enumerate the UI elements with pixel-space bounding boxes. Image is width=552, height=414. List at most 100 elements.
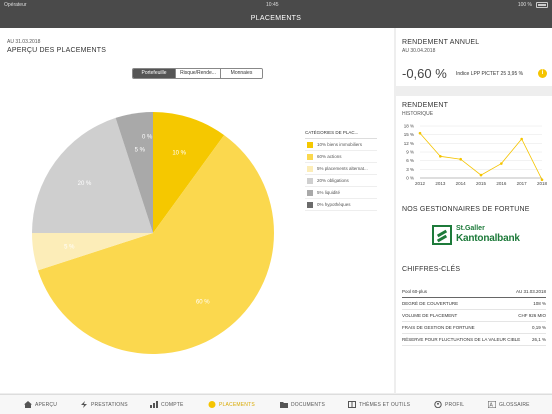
- side-panel: RENDEMENT ANNUEL AU 30.04.2018 -0,60 % I…: [396, 28, 552, 393]
- legend-label: 20% obligations: [317, 178, 349, 183]
- pie-slice-label: 5 %: [135, 147, 146, 153]
- pie-slice[interactable]: [115, 112, 153, 233]
- legend-item: 0% hypothèques: [305, 199, 377, 211]
- kf-value: AU 31.03.2018: [515, 289, 546, 294]
- table-row: FRAIS DE GESTION DE FORTUNE 0,19 %: [402, 322, 546, 334]
- fund-managers-title: NOS GESTIONNAIRES DE FORTUNE: [402, 206, 530, 213]
- nav-bar: PLACEMENTS: [0, 10, 552, 28]
- clock: 10:45: [266, 2, 279, 8]
- tab-documents[interactable]: DOCUMENTS: [280, 401, 325, 408]
- historical-return-title: RENDEMENT: [402, 102, 449, 109]
- allocation-pie-chart[interactable]: 10 % 60 % 5 % 20 % 5 % 0 %: [30, 110, 276, 356]
- legend-item: 10% biens immobiliers: [305, 139, 377, 151]
- tab-themes-tools[interactable]: THÈMES ET OUTILS: [348, 401, 410, 408]
- pie-slice-label: 10 %: [172, 150, 186, 156]
- x-tick-label: 2014: [456, 181, 467, 186]
- legend-swatch: [307, 153, 313, 160]
- legend-title: CATÉGORIES DE PLAC...: [305, 130, 377, 139]
- data-point[interactable]: [459, 157, 462, 161]
- tab-glossary[interactable]: A GLOSSAIRE: [488, 401, 530, 408]
- pie-legend: CATÉGORIES DE PLAC... 10% biens immobili…: [305, 130, 377, 211]
- tab-benefits[interactable]: PRESTATIONS: [80, 401, 128, 408]
- annual-return-value: -0,60 %: [402, 66, 447, 81]
- data-point[interactable]: [479, 173, 483, 177]
- historical-return-subtitle: HISTORIQUE: [402, 111, 434, 117]
- tab-profile[interactable]: PROFIL: [434, 401, 464, 408]
- y-tick-label: 9 %: [406, 150, 414, 155]
- pie-slice[interactable]: [32, 233, 153, 271]
- tab-label: COMPTE: [161, 401, 184, 408]
- as-of-date: AU 31.03.2018: [7, 39, 41, 45]
- page-title: PLACEMENTS: [250, 15, 302, 22]
- info-icon[interactable]: i: [538, 69, 547, 78]
- legend-label: 60% actions: [317, 154, 342, 159]
- legend-swatch: [307, 201, 313, 208]
- tab-investments[interactable]: PLACEMENTS: [208, 401, 255, 408]
- section-title: APERÇU DES PLACEMENTS: [7, 47, 107, 54]
- annual-return-date: AU 30.04.2018: [402, 48, 436, 54]
- x-tick-label: 2012: [415, 181, 426, 186]
- tab-bar: APERÇU PRESTATIONS COMPTE PLACEMENTS DOC…: [0, 394, 552, 414]
- folder-icon: [280, 402, 288, 408]
- pie-slice-label: 0 %: [142, 134, 153, 140]
- data-point[interactable]: [540, 178, 544, 182]
- legend-item: 60% actions: [305, 151, 377, 163]
- legend-swatch: [307, 141, 313, 148]
- pie-slice[interactable]: [37, 135, 274, 354]
- fund-managers-card: NOS GESTIONNAIRES DE FORTUNE St.Galler K…: [396, 196, 552, 264]
- segment-currencies[interactable]: Monnaies: [221, 69, 262, 78]
- tab-label: APERÇU: [35, 401, 58, 408]
- view-segmented-control: Portefeuille Risque/Rende... Monnaies: [132, 68, 263, 79]
- return-series-line: [419, 132, 543, 180]
- carrier-label: Opérateur: [4, 2, 27, 8]
- segment-portfolio[interactable]: Portefeuille: [133, 69, 176, 78]
- legend-item: 5% placements alternat...: [305, 163, 377, 175]
- tab-account[interactable]: COMPTE: [150, 401, 184, 408]
- legend-item: 20% obligations: [305, 175, 377, 187]
- data-point[interactable]: [439, 155, 442, 158]
- pie-slice[interactable]: [32, 117, 153, 233]
- tab-overview[interactable]: APERÇU: [24, 401, 57, 408]
- kf-label: FRAIS DE GESTION DE FORTUNE: [402, 325, 475, 330]
- kf-label: RÉSERVE POUR FLUCTUATIONS DE LA VALEUR C…: [402, 337, 521, 342]
- kf-value: CHF 926 MIO: [518, 313, 546, 318]
- y-tick-label: 18 %: [404, 124, 414, 129]
- sgkb-logo: St.Galler Kantonalbank: [432, 224, 520, 246]
- logo-line-2: Kantonalbank: [456, 233, 520, 244]
- main-panel: AU 31.03.2018 APERÇU DES PLACEMENTS Port…: [0, 28, 394, 393]
- tab-label: DOCUMENTS: [291, 401, 326, 408]
- table-row: VOLUME DE PLACEMENT CHF 926 MIO: [402, 310, 546, 322]
- key-figures-title: CHIFFRES-CLÉS: [402, 266, 461, 273]
- svg-text:A: A: [490, 403, 494, 409]
- pie-slice[interactable]: [153, 112, 225, 233]
- tab-label: GLOSSAIRE: [499, 401, 530, 408]
- table-row: DEGRÉ DE COUVERTURE 108 %: [402, 298, 546, 310]
- data-point[interactable]: [500, 162, 503, 165]
- x-tick-label: 2017: [517, 181, 528, 186]
- legend-label: 5% placements alternat...: [317, 166, 368, 171]
- legend-swatch: [307, 165, 313, 172]
- kf-value: 108 %: [533, 301, 546, 306]
- pie-slice-label: 5 %: [64, 244, 75, 250]
- kf-label: Pool 60-plus: [402, 289, 428, 294]
- lightning-icon: [81, 401, 87, 408]
- coin-icon: [208, 401, 216, 408]
- legend-label: 0% hypothèques: [317, 202, 351, 207]
- bar-chart-icon: [150, 401, 158, 408]
- segment-risk-return[interactable]: Risque/Rende...: [176, 69, 221, 78]
- battery-icon: [536, 2, 548, 8]
- tab-label: PROFIL: [445, 401, 465, 408]
- kf-value: 0,19 %: [531, 325, 546, 330]
- y-tick-label: 3 %: [406, 167, 414, 172]
- data-point[interactable]: [520, 137, 523, 141]
- data-point[interactable]: [418, 131, 422, 135]
- dictionary-icon: A: [488, 401, 496, 408]
- status-bar: Opérateur 10:45 100 %: [0, 0, 552, 10]
- x-tick-label: 2013: [435, 181, 446, 186]
- house-icon: [24, 401, 32, 408]
- historical-return-chart[interactable]: 18 % 15 % 12 % 9 % 6 % 3 % 0 %2012 2013 2014 2015…: [396, 118, 552, 218]
- key-figures-table: Pool 60-plus AU 31.03.2018 DEGRÉ DE COUV…: [402, 286, 546, 346]
- legend-item: 5% liquidité: [305, 187, 377, 199]
- person-icon: [434, 401, 442, 408]
- y-tick-label: 0 %: [406, 176, 414, 181]
